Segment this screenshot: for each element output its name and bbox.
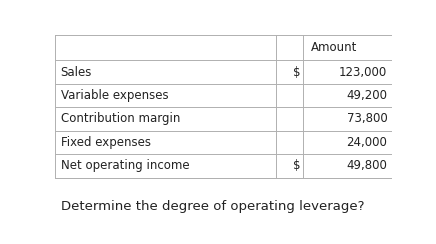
Text: Determine the degree of operating leverage?: Determine the degree of operating levera… — [61, 200, 364, 213]
Text: 49,200: 49,200 — [346, 89, 387, 102]
Text: Fixed expenses: Fixed expenses — [61, 136, 150, 149]
Text: 73,800: 73,800 — [347, 112, 387, 125]
Text: 123,000: 123,000 — [339, 66, 387, 79]
Text: 24,000: 24,000 — [347, 136, 387, 149]
Text: 49,800: 49,800 — [347, 160, 387, 173]
Text: Net operating income: Net operating income — [61, 160, 189, 173]
Text: Sales: Sales — [61, 66, 92, 79]
Text: Amount: Amount — [311, 41, 357, 54]
Text: Variable expenses: Variable expenses — [61, 89, 168, 102]
Text: Contribution margin: Contribution margin — [61, 112, 180, 125]
Text: $: $ — [293, 160, 300, 173]
Text: $: $ — [293, 66, 300, 79]
